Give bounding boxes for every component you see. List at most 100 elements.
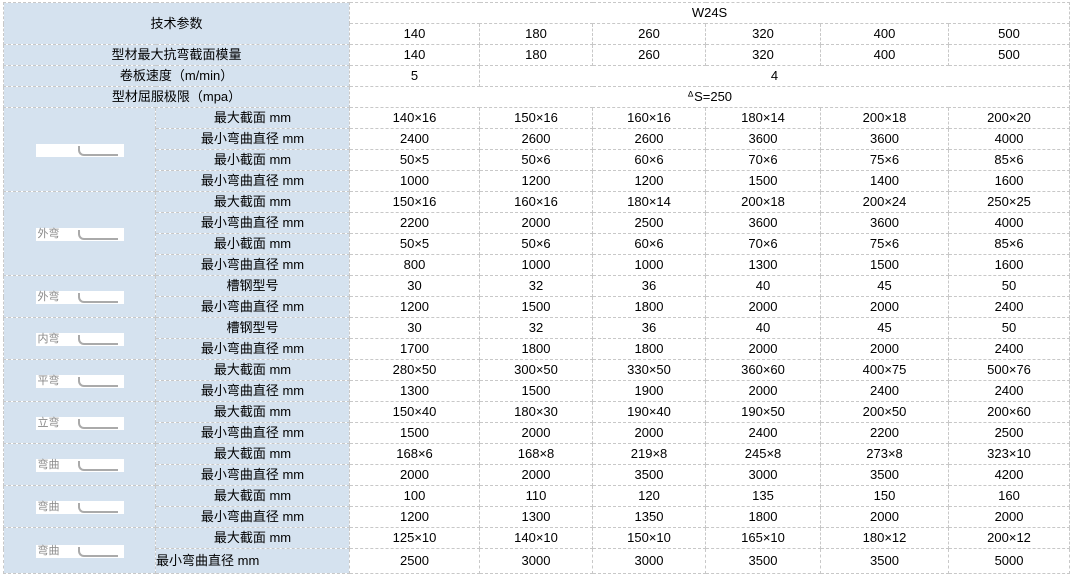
value-cell: 2200 [349,212,481,234]
value-cell: 85×6 [948,149,1071,171]
spec-row: 最小弯曲直径 mm 1200 1300 1350 1800 2000 2000 [4,506,1071,528]
value-cell: 1500 [705,170,822,192]
value-cell: 2600 [479,128,594,150]
row-label: 型材屈服极限（mpa） [2,86,351,108]
bend-type-label: 弯曲 [37,458,60,471]
row-label: 最小弯曲直径 mm [154,422,351,444]
size-cell: 180 [479,23,594,45]
spec-row: 立弯 最大截面 mm 150×40 180×30 190×40 190×50 200×50 2… [3,401,1071,444]
value-cell: 273×8 [820,443,950,465]
value-cell: 2000 [948,506,1071,528]
value-cell: 2400 [948,296,1071,318]
value-cell: 1800 [705,506,822,528]
profile-diagram: 立弯 [35,416,124,430]
row-label: 最大截面 mm [154,107,351,129]
spec-row: 最小弯曲直径 mm 1200 1500 1800 2000 2000 2400 [4,296,1071,318]
value-cell: 45 [820,275,950,297]
row-label: 最小弯曲直径 mm [154,506,351,528]
size-cell: 320 [705,23,822,45]
profile-diagram: 外弯 [35,290,124,304]
value-cell: 219×8 [592,443,707,465]
spec-row: 最小弯曲直径 mm 2200 2000 2500 3600 3600 4000 [4,212,1071,234]
header-row: 技术参数 W24S [2,2,1071,45]
bend-type-label: 平弯 [37,374,60,387]
value-cell: 32 [479,275,594,297]
spec-row: 最小弯曲直径 mm 1300 1500 1900 2000 2400 2400 [4,380,1071,402]
value-cell: 140×16 [349,107,481,129]
value-cell: 3500 [705,548,822,574]
value-cell: 2200 [820,422,950,444]
value-cell: 1800 [479,338,594,360]
spec-row: 外弯 最大截面 mm 150×16 160×16 180×14 200×18 200×24 2… [3,191,1071,276]
value-cell: 36 [592,317,707,339]
value-cell: 1700 [349,338,481,360]
value-cell: 4200 [948,464,1071,486]
row-label: 最小弯曲直径 mm [154,254,351,276]
spec-row: 最小弯曲直径 mm 1500 2000 2000 2400 2200 2500 [4,422,1071,444]
value-cell: 2000 [349,464,481,486]
bend-type-label [36,144,38,156]
value-cell: 1000 [592,254,707,276]
value-cell: 140×10 [479,527,594,549]
bend-type-label: 外弯 [37,227,60,240]
value-cell: 250×25 [948,191,1071,213]
value-cell: 4 [479,65,1071,87]
profile-diagram: 外弯 [35,227,124,241]
row-label: 最小弯曲直径 mm [154,338,351,360]
row-label: 最小截面 mm [154,233,351,255]
value-cell: 245×8 [705,443,822,465]
row-label: 最小弯曲直径 mm [154,170,351,192]
value-cell: 200×60 [948,401,1071,423]
value-cell: 200×12 [948,527,1071,549]
value-cell: 2000 [479,422,594,444]
spec-row: 最小截面 mm 50×5 50×6 60×6 70×6 75×6 85×6 [4,149,1071,171]
value-cell: 2000 [705,338,822,360]
value-cell: 200×50 [820,401,950,423]
value-cell: 1900 [592,380,707,402]
value-cell: 125×10 [349,527,481,549]
value-cell: 3000 [592,548,707,574]
size-cell: 140 [349,23,481,45]
value-cell: 85×6 [948,233,1071,255]
value-cell: 2000 [820,338,950,360]
bend-type-image: 内弯 [3,317,156,360]
bend-type-image: 弯曲 [3,485,156,528]
bend-type-label: 内弯 [37,332,60,345]
spec-row: 最小弯曲直径 mm 2000 2000 3500 3000 3500 4200 [4,464,1071,486]
value-cell: 1600 [948,170,1071,192]
value-cell: 4000 [948,212,1071,234]
row-label: 最大截面 mm [154,485,351,507]
value-cell: 280×50 [349,359,481,381]
value-cell: 150×40 [349,401,481,423]
value-cell: 150×16 [479,107,594,129]
model-name: W24S [349,2,1071,24]
spec-row: 最小弯曲直径 mm 800 1000 1000 1300 1500 1600 [4,254,1071,276]
value-cell: 3600 [820,212,950,234]
row-label: 最小弯曲直径 mm [154,464,351,486]
row-label: 卷板速度（m/min） [2,65,351,87]
value-cell: 50×6 [479,233,594,255]
bend-type-image: 平弯 [3,359,156,402]
value-cell: 180×12 [820,527,950,549]
value-cell: 1800 [592,338,707,360]
size-row: 140 180 260 320 400 500 [4,23,1071,45]
size-cell: 500 [948,23,1071,45]
spec-row: 平弯 最大截面 mm 280×50 300×50 330×50 360×60 400×75 5… [3,359,1071,402]
bend-type-image: 弯曲 [3,443,156,486]
general-row: 卷板速度（m/min） 5 4 [2,65,1071,87]
value-cell: 800 [349,254,481,276]
value-cell: 400 [820,44,950,66]
value-cell: 180×14 [592,191,707,213]
row-label: 最大截面 mm [154,443,351,465]
value-cell: 400×75 [820,359,950,381]
value-cell: 500×76 [948,359,1071,381]
value-cell: 60×6 [592,233,707,255]
general-row: 型材最大抗弯截面模量 140 180 260 320 400 500 [2,44,1071,66]
value-cell: 500 [948,44,1071,66]
value-cell: 2400 [948,380,1071,402]
spec-row: 弯曲 最大截面 mm 100 110 120 135 150 160 [3,485,1071,528]
value-cell: 2000 [820,296,950,318]
value-cell: 4000 [948,128,1071,150]
value-cell: 2000 [592,422,707,444]
value-cell: 1300 [349,380,481,402]
